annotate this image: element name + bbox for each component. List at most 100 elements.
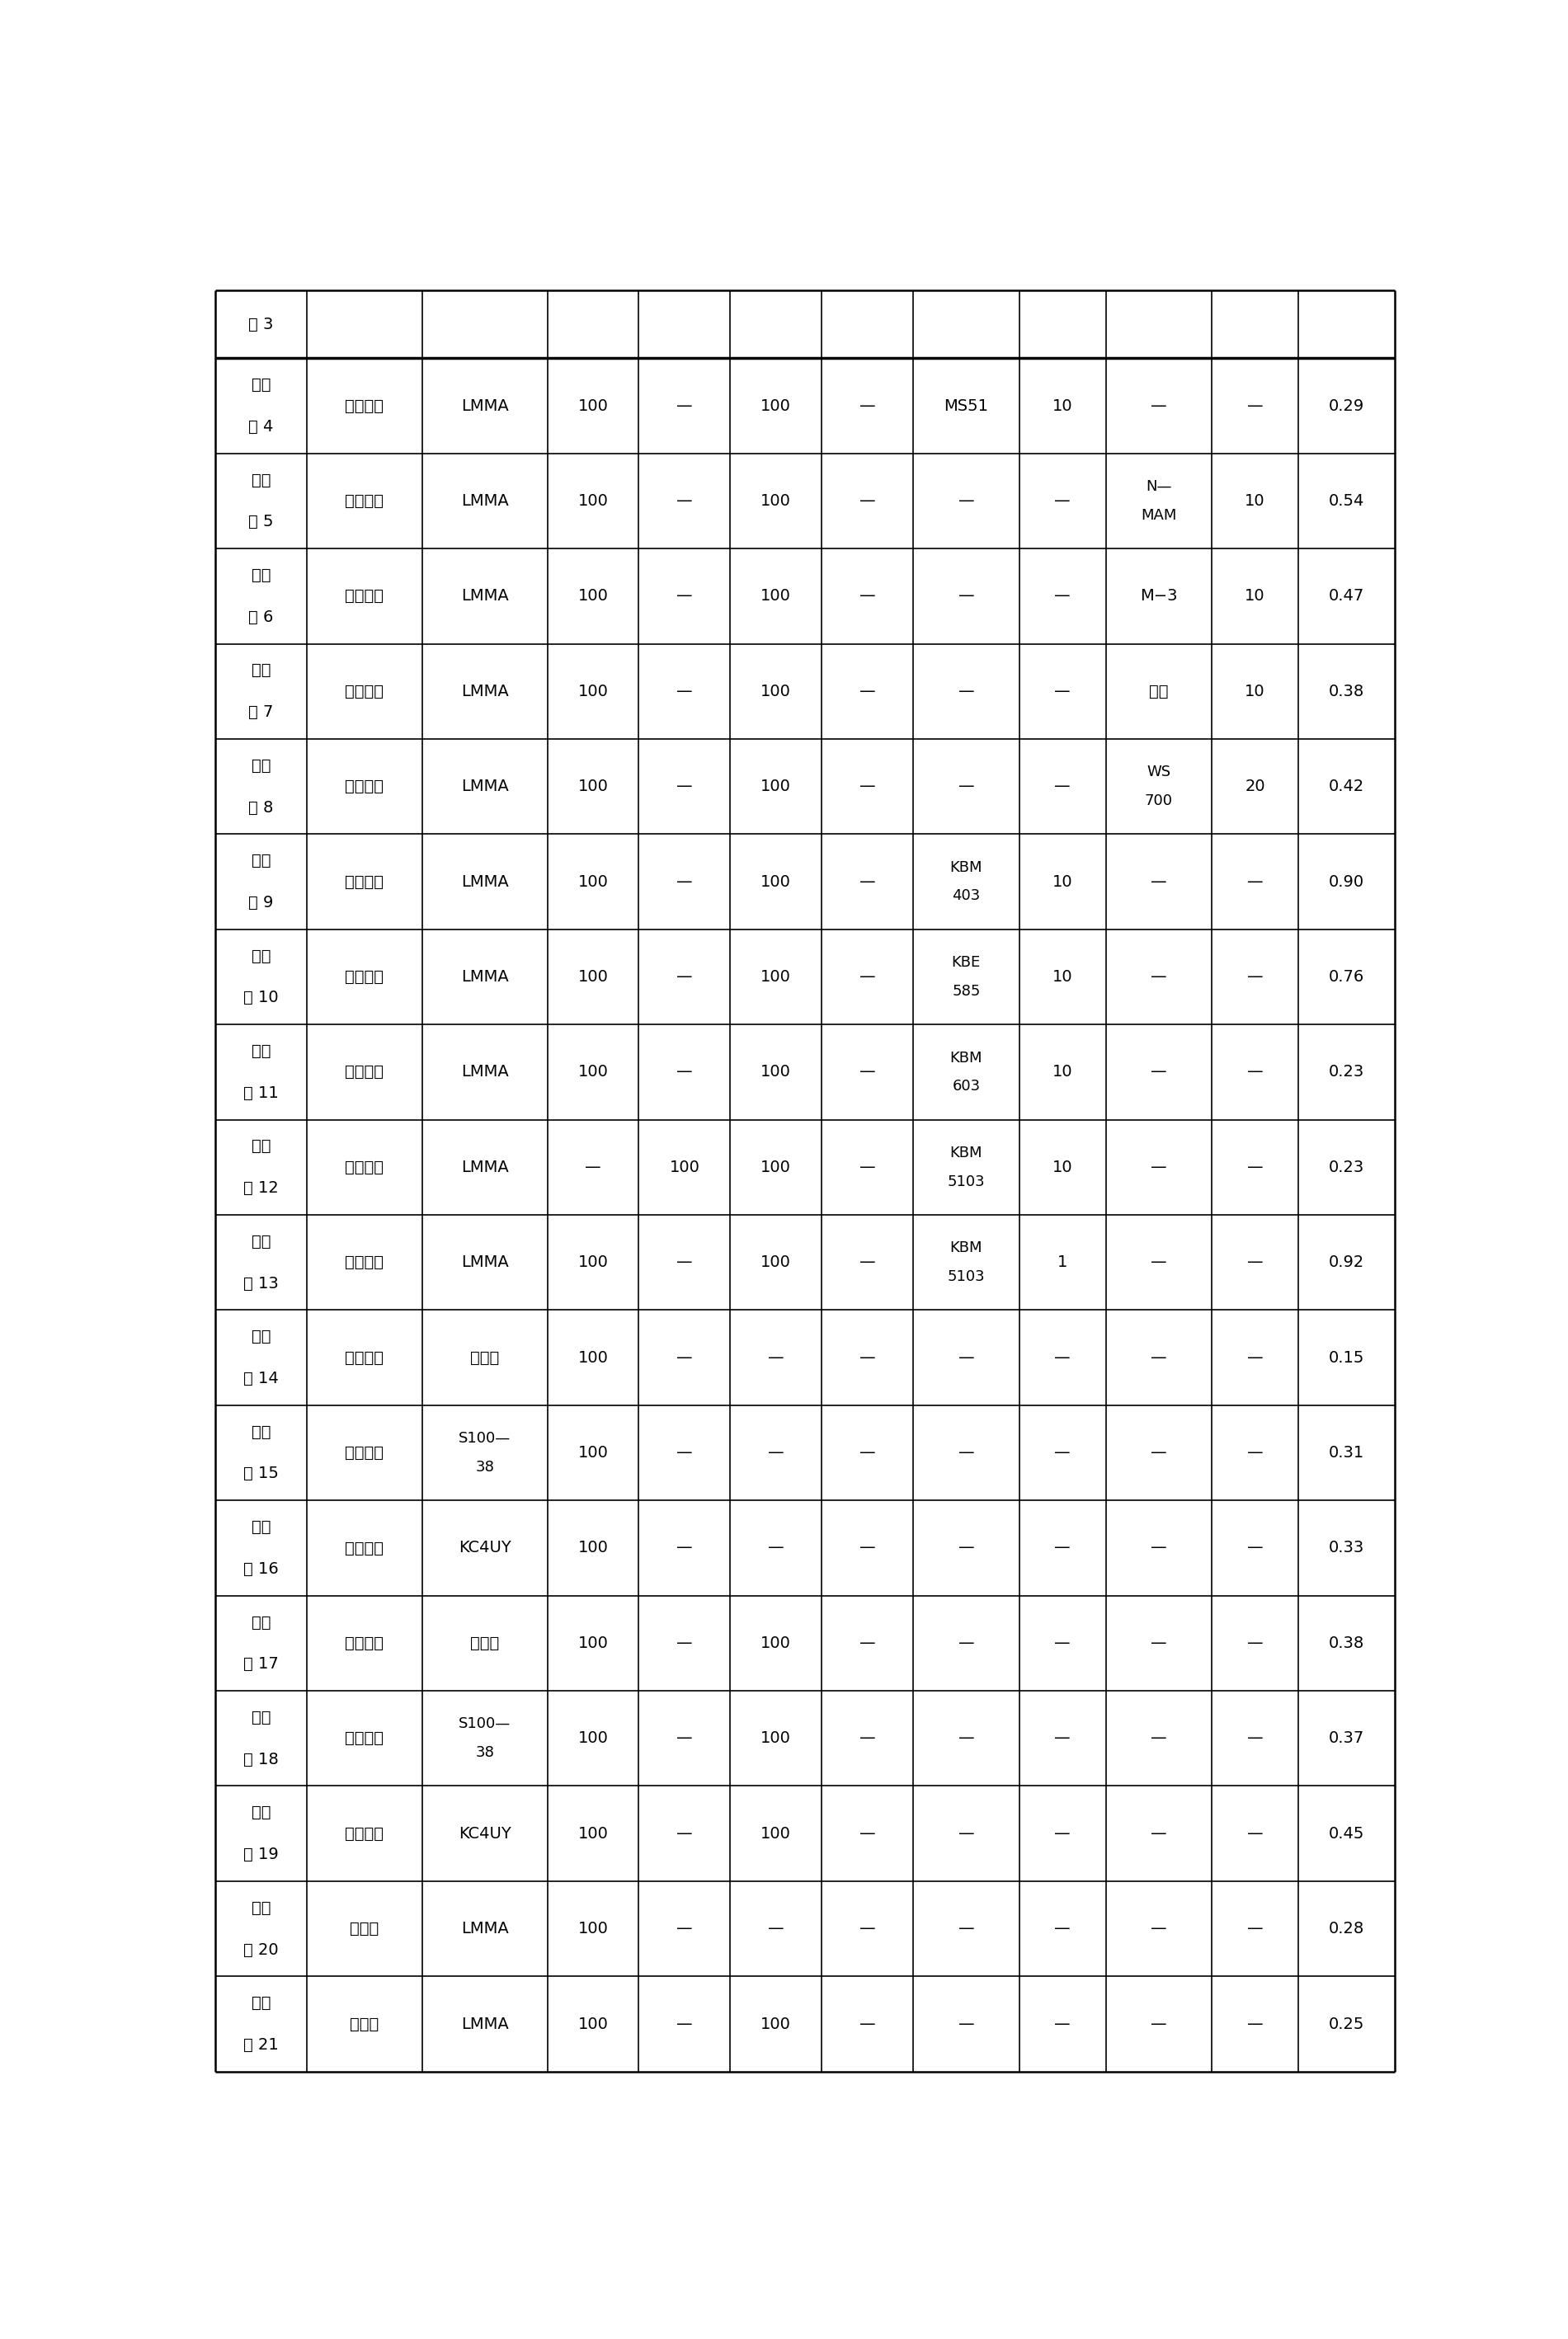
Text: 100: 100: [760, 968, 792, 985]
Text: 例 13: 例 13: [243, 1275, 279, 1291]
Text: 比较: 比较: [251, 1329, 271, 1345]
Text: —: —: [859, 779, 875, 795]
Text: 比较: 比较: [251, 854, 271, 868]
Text: S100—: S100—: [459, 1717, 511, 1731]
Text: 电子射线: 电子射线: [345, 1254, 384, 1270]
Text: 电子射线: 电子射线: [345, 398, 384, 414]
Text: —: —: [859, 1731, 875, 1747]
Text: —: —: [1151, 1446, 1167, 1460]
Text: —: —: [1054, 1827, 1071, 1841]
Text: —: —: [1054, 683, 1071, 699]
Text: 例 21: 例 21: [243, 2037, 279, 2054]
Text: —: —: [768, 1539, 784, 1555]
Text: —: —: [768, 1350, 784, 1366]
Text: LMMA: LMMA: [461, 968, 508, 985]
Text: —: —: [859, 494, 875, 510]
Text: 5103: 5103: [947, 1174, 985, 1188]
Text: 100: 100: [579, 1254, 608, 1270]
Text: 100: 100: [760, 1635, 792, 1651]
Text: —: —: [1054, 1350, 1071, 1366]
Text: 10: 10: [1245, 683, 1265, 699]
Text: 例 8: 例 8: [248, 800, 273, 816]
Text: 100: 100: [760, 875, 792, 889]
Text: 例 14: 例 14: [243, 1371, 279, 1387]
Text: —: —: [958, 1827, 974, 1841]
Text: 例 6: 例 6: [248, 608, 273, 625]
Text: 电子射线: 电子射线: [345, 1064, 384, 1081]
Text: 电子射线: 电子射线: [345, 1539, 384, 1555]
Text: 比较: 比较: [251, 1614, 271, 1630]
Text: —: —: [859, 875, 875, 889]
Text: —: —: [1247, 1446, 1264, 1460]
Text: —: —: [958, 589, 974, 603]
Text: LMMA: LMMA: [461, 779, 508, 795]
Text: —: —: [1247, 1827, 1264, 1841]
Text: —: —: [1054, 589, 1071, 603]
Text: —: —: [1151, 2016, 1167, 2033]
Text: —: —: [1151, 1254, 1167, 1270]
Text: —: —: [676, 398, 693, 414]
Text: 403: 403: [952, 889, 980, 903]
Text: 0.33: 0.33: [1328, 1539, 1364, 1555]
Text: LMMA: LMMA: [461, 2016, 508, 2033]
Text: 20: 20: [1245, 779, 1265, 795]
Text: —: —: [859, 1064, 875, 1081]
Text: —: —: [958, 683, 974, 699]
Text: 10: 10: [1052, 398, 1073, 414]
Text: —: —: [1151, 1827, 1167, 1841]
Text: 例 19: 例 19: [243, 1848, 279, 1862]
Text: 电子射线: 电子射线: [345, 875, 384, 889]
Text: —: —: [676, 1731, 693, 1747]
Text: 10: 10: [1052, 1064, 1073, 1081]
Text: —: —: [1247, 1160, 1264, 1174]
Text: 0.37: 0.37: [1328, 1731, 1364, 1747]
Text: LMMA: LMMA: [461, 683, 508, 699]
Text: 100: 100: [760, 1160, 792, 1174]
Text: 例 18: 例 18: [243, 1752, 279, 1768]
Text: —: —: [676, 589, 693, 603]
Text: 杰欧那: 杰欧那: [470, 1350, 499, 1366]
Text: —: —: [676, 1539, 693, 1555]
Text: —: —: [859, 1446, 875, 1460]
Text: —: —: [1247, 1635, 1264, 1651]
Text: —: —: [676, 1350, 693, 1366]
Text: 0.23: 0.23: [1328, 1160, 1364, 1174]
Text: 100: 100: [579, 1920, 608, 1937]
Text: 0.31: 0.31: [1328, 1446, 1364, 1460]
Text: —: —: [1247, 875, 1264, 889]
Text: 100: 100: [579, 1446, 608, 1460]
Text: 100: 100: [760, 589, 792, 603]
Text: 1: 1: [1057, 1254, 1068, 1270]
Text: 电子射线: 电子射线: [345, 779, 384, 795]
Text: 0.45: 0.45: [1328, 1827, 1364, 1841]
Text: 0.54: 0.54: [1328, 494, 1364, 510]
Text: —: —: [676, 1254, 693, 1270]
Text: 100: 100: [579, 1731, 608, 1747]
Text: 0.23: 0.23: [1328, 1064, 1364, 1081]
Text: LMMA: LMMA: [461, 875, 508, 889]
Text: —: —: [676, 2016, 693, 2033]
Text: KBM: KBM: [950, 1146, 983, 1160]
Text: 0.38: 0.38: [1328, 683, 1364, 699]
Text: 电子射线: 电子射线: [345, 589, 384, 603]
Text: 0.76: 0.76: [1328, 968, 1364, 985]
Text: 紫外线: 紫外线: [350, 2016, 379, 2033]
Text: 电子射线: 电子射线: [345, 1731, 384, 1747]
Text: 38: 38: [475, 1460, 494, 1474]
Text: 比较: 比较: [251, 1710, 271, 1726]
Text: 电子射线: 电子射线: [345, 1827, 384, 1841]
Text: 电子射线: 电子射线: [345, 1635, 384, 1651]
Text: 例 3: 例 3: [248, 316, 273, 332]
Text: —: —: [1054, 494, 1071, 510]
Text: 0.29: 0.29: [1328, 398, 1364, 414]
Text: —: —: [859, 1160, 875, 1174]
Text: 电子射线: 电子射线: [345, 968, 384, 985]
Text: —: —: [1247, 1920, 1264, 1937]
Text: 例 9: 例 9: [248, 896, 273, 910]
Text: —: —: [1151, 398, 1167, 414]
Text: 100: 100: [579, 968, 608, 985]
Text: —: —: [1151, 875, 1167, 889]
Text: LMMA: LMMA: [461, 1064, 508, 1081]
Text: 100: 100: [760, 494, 792, 510]
Text: —: —: [859, 1350, 875, 1366]
